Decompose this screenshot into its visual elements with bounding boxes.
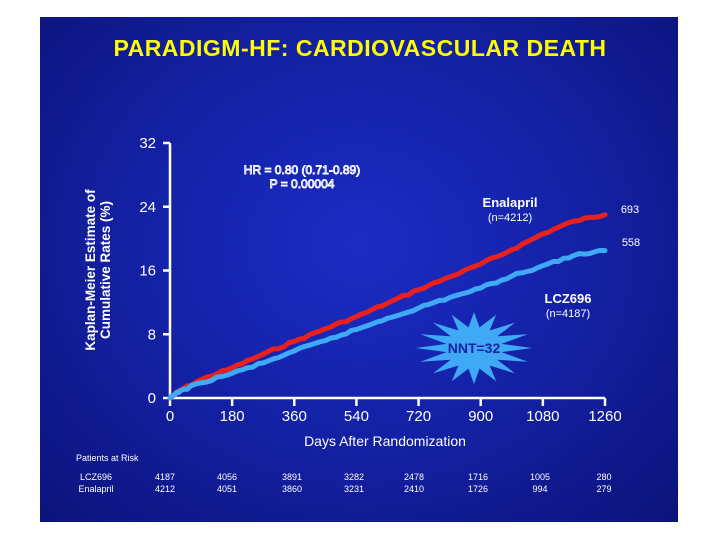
lcz696-label: LCZ696 (545, 291, 592, 306)
nnt-label: NNT=32 (448, 340, 501, 356)
risk-cell: 2410 (404, 484, 424, 494)
enalapril-n: (n=4212) (488, 212, 532, 224)
risk-cell: 1005 (530, 472, 550, 482)
risk-cell: 3891 (282, 472, 302, 482)
x-tick-label: 0 (166, 408, 174, 425)
hr-text-line-2: P = 0.00004 (270, 177, 335, 191)
hr-text-line-1: HR = 0.80 (0.71-0.89) (244, 163, 360, 177)
risk-cell: 4056 (217, 472, 237, 482)
x-tick-label: 540 (344, 408, 369, 425)
x-tick-label: 1260 (588, 408, 621, 425)
enalapril-end-count: 693 (621, 204, 639, 216)
y-axis-label: Kaplan-Meier Estimate of Cumulative Rate… (83, 189, 113, 351)
y-tick-label: 32 (139, 135, 156, 152)
risk-cell: 4212 (155, 484, 175, 494)
tick-labels: 0 8 16 24 32 0 180 360 540 720 900 1080 1260 (139, 135, 621, 425)
risk-table: LCZ696 4187 4056 3891 3282 2478 1716 1005 280 Ena… (78, 472, 611, 494)
risk-cell: 4187 (155, 472, 175, 482)
x-tick-label: 720 (406, 408, 431, 425)
x-tick-label: 360 (282, 408, 307, 425)
risk-cell: 4051 (217, 484, 237, 494)
risk-cell: 1716 (468, 472, 488, 482)
slide-background (40, 17, 678, 522)
lcz696-end-count: 558 (622, 237, 640, 249)
risk-cell: 994 (532, 484, 547, 494)
y-tick-label: 0 (148, 390, 156, 407)
lcz696-n: (n=4187) (546, 308, 590, 320)
risk-cell: 1726 (468, 484, 488, 494)
y-axis-label-line-1: Kaplan-Meier Estimate of (83, 189, 98, 351)
x-tick-label: 1080 (526, 408, 559, 425)
risk-cell: 280 (596, 472, 611, 482)
x-tick-label: 180 (220, 408, 245, 425)
lcz696-curve (167, 247, 608, 401)
risk-table-title: Patients at Risk (76, 453, 139, 463)
curves (167, 212, 608, 401)
risk-cell: 2478 (404, 472, 424, 482)
slide-title: PARADIGM-HF: CARDIOVASCULAR DEATH (113, 35, 607, 61)
x-tick-label: 900 (468, 408, 493, 425)
enalapril-label: Enalapril (483, 195, 538, 210)
y-tick-label: 16 (139, 263, 156, 280)
y-axis-label-line-2: Cumulative Rates (%) (98, 201, 113, 339)
y-tick-label: 8 (148, 326, 156, 343)
x-axis-label: Days After Randomization (304, 433, 466, 449)
axes (163, 141, 607, 406)
risk-cell: 279 (596, 484, 611, 494)
risk-row-label: Enalapril (78, 484, 113, 494)
risk-row-label: LCZ696 (80, 472, 112, 482)
risk-cell: 3231 (344, 484, 364, 494)
risk-cell: 3282 (344, 472, 364, 482)
y-tick-label: 24 (139, 199, 156, 216)
nnt-burst-shape (416, 312, 532, 384)
enalapril-curve (167, 212, 608, 401)
risk-cell: 3860 (282, 484, 302, 494)
